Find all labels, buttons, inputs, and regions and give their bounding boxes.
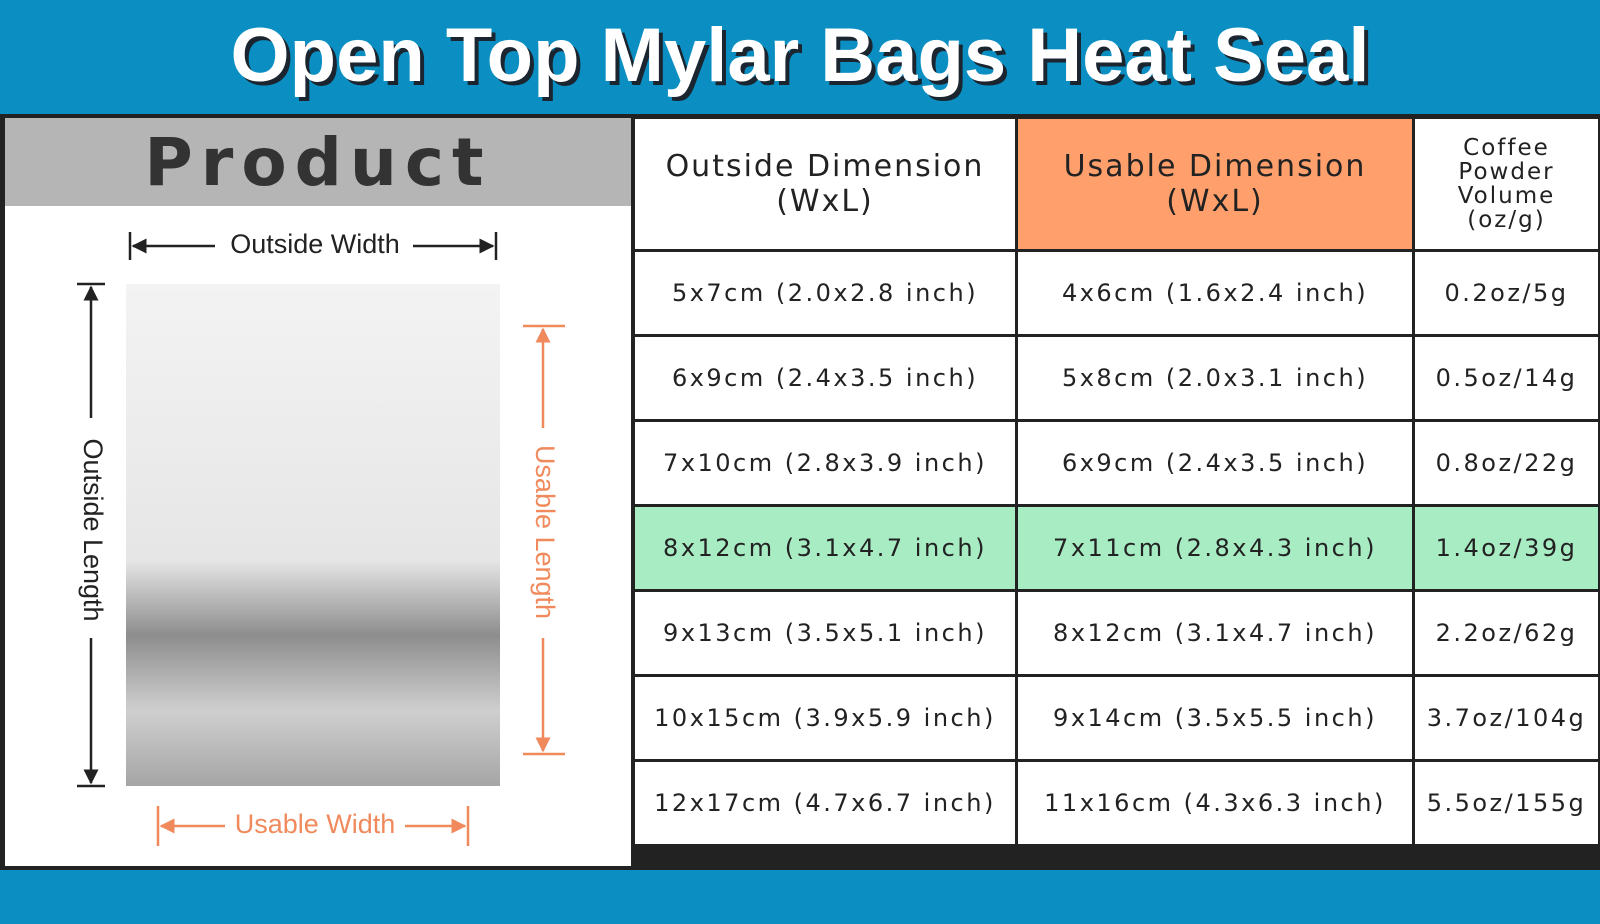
table-cell: 7x10cm (2.8x3.9 inch) bbox=[632, 419, 1018, 507]
table-row: 10x15cm (3.9x5.9 inch) 9x14cm (3.5x5.5 in… bbox=[632, 674, 1600, 762]
title: Open Top Mylar Bags Heat Seal bbox=[230, 13, 1370, 98]
table-cell: 1.4oz/39g bbox=[1412, 504, 1600, 592]
table-cell: 9x14cm (3.5x5.5 inch) bbox=[1015, 674, 1415, 762]
panel: Product Ou bbox=[0, 114, 1600, 870]
table-row: 8x12cm (3.1x4.7 inch) 7x11cm (2.8x4.3 inc… bbox=[632, 504, 1600, 592]
table-cell: 0.5oz/14g bbox=[1412, 334, 1600, 422]
table-cell: 8x12cm (3.1x4.7 inch) bbox=[1015, 589, 1415, 677]
table-row: 6x9cm (2.4x3.5 inch) 5x8cm (2.0x3.1 inch)… bbox=[632, 334, 1600, 422]
product-title: Product bbox=[5, 118, 631, 206]
table-cell: 3.7oz/104g bbox=[1412, 674, 1600, 762]
table-cell: 6x9cm (2.4x3.5 inch) bbox=[632, 334, 1018, 422]
table-cell: 8x12cm (3.1x4.7 inch) bbox=[632, 504, 1018, 592]
table-cell: 10x15cm (3.9x5.9 inch) bbox=[632, 674, 1018, 762]
outside-length-label: Outside Length bbox=[78, 438, 108, 621]
size-table: Outside Dimension (WxL) Usable Dimension … bbox=[632, 116, 1600, 847]
table-cell: 2.2oz/62g bbox=[1412, 589, 1600, 677]
table-cell: 4x6cm (1.6x2.4 inch) bbox=[1015, 249, 1415, 337]
table-row: 7x10cm (2.8x3.9 inch) 6x9cm (2.4x3.5 inch… bbox=[632, 419, 1600, 507]
header-row: Outside Dimension (WxL) Usable Dimension … bbox=[632, 116, 1600, 252]
column-header: Coffee Powder Volume (oz/g) bbox=[1412, 116, 1600, 252]
table-row: 12x17cm (4.7x6.7 inch) 11x16cm (4.3x6.3 i… bbox=[632, 759, 1600, 847]
table-cell: 6x9cm (2.4x3.5 inch) bbox=[1015, 419, 1415, 507]
bag-image bbox=[126, 284, 500, 786]
table-cell: 5x7cm (2.0x2.8 inch) bbox=[632, 249, 1018, 337]
table-cell: 7x11cm (2.8x4.3 inch) bbox=[1015, 504, 1415, 592]
table-cell: 5.5oz/155g bbox=[1412, 759, 1600, 847]
bag-diagram: Outside Width Outside Length Usable Leng… bbox=[77, 229, 565, 846]
table-cell: 11x16cm (4.3x6.3 inch) bbox=[1015, 759, 1415, 847]
outside-width-label: Outside Width bbox=[230, 229, 400, 259]
usable-length-label: Usable Length bbox=[530, 445, 560, 619]
product-panel: Product Ou bbox=[5, 118, 631, 866]
usable-arrows bbox=[156, 324, 565, 846]
table-row: 9x13cm (3.5x5.1 inch) 8x12cm (3.1x4.7 inc… bbox=[632, 589, 1600, 677]
table-cell: 0.8oz/22g bbox=[1412, 419, 1600, 507]
table-cell: 12x17cm (4.7x6.7 inch) bbox=[632, 759, 1018, 847]
table-cell: 9x13cm (3.5x5.1 inch) bbox=[632, 589, 1018, 677]
usable-width-label: Usable Width bbox=[235, 809, 396, 839]
table-cell: 0.2oz/5g bbox=[1412, 249, 1600, 337]
column-header: Usable Dimension (WxL) bbox=[1015, 116, 1415, 252]
column-header: Outside Dimension (WxL) bbox=[632, 116, 1018, 252]
outside-arrows bbox=[77, 232, 498, 788]
table-row: 5x7cm (2.0x2.8 inch) 4x6cm (1.6x2.4 inch)… bbox=[632, 249, 1600, 337]
table-cell: 5x8cm (2.0x3.1 inch) bbox=[1015, 334, 1415, 422]
